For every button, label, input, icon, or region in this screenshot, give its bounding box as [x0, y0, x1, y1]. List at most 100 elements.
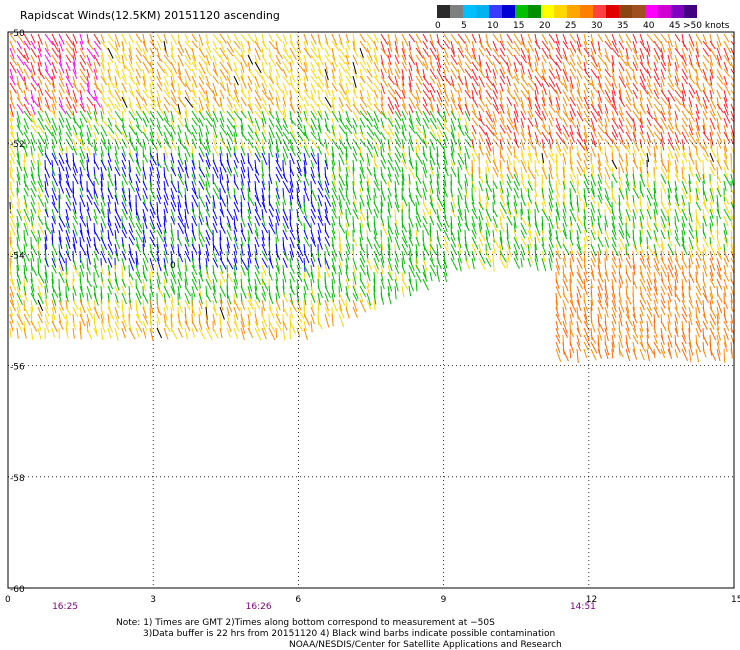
- wind-barb: [135, 40, 143, 53]
- wind-barb: [450, 229, 456, 241]
- wind-barb: [72, 131, 81, 143]
- wind-barb: [590, 166, 594, 177]
- wind-barb: [51, 257, 57, 268]
- wind-barb: [9, 145, 16, 158]
- wind-barb: [618, 124, 625, 133]
- wind-barb: [324, 285, 331, 298]
- wind-barb: [709, 320, 715, 330]
- wind-barb: [198, 75, 205, 85]
- wind-barb: [142, 180, 148, 191]
- wind-barb: [149, 96, 157, 108]
- wind-barb: [681, 138, 685, 151]
- wind-barb: [156, 194, 161, 205]
- wind-barb: [555, 159, 558, 169]
- wind-barb: [373, 236, 381, 249]
- wind-barb: [457, 257, 462, 272]
- wind-barb: [695, 166, 702, 180]
- wind-barb: [625, 306, 630, 319]
- wind-barb: [65, 327, 69, 339]
- wind-barb: [338, 61, 347, 74]
- wind-barb: [240, 117, 244, 131]
- wind-barb: [590, 292, 594, 307]
- wind-barb: [317, 285, 324, 298]
- wind-barb: [401, 145, 406, 158]
- wind-barb: [191, 173, 197, 186]
- wind-barb: [695, 103, 700, 114]
- wind-barb: [457, 96, 462, 110]
- wind-barb: [205, 187, 212, 199]
- wind-barb: [457, 117, 462, 130]
- wind-barb: [93, 320, 98, 334]
- wind-barb: [443, 222, 448, 233]
- wind-barb: [100, 250, 107, 264]
- wind-barb: [310, 250, 316, 263]
- wind-barb: [226, 187, 231, 199]
- legend-label: 5: [461, 21, 467, 31]
- wind-barb: [114, 75, 118, 86]
- wind-barb: [646, 61, 652, 71]
- wind-barb: [660, 61, 667, 72]
- wind-barb: [219, 68, 228, 81]
- wind-barb: [415, 89, 421, 103]
- legend-swatch: [502, 5, 515, 18]
- wind-barb: [527, 40, 535, 53]
- wind-barb: [254, 68, 264, 80]
- wind-barb: [226, 173, 230, 183]
- wind-barb: [450, 47, 456, 58]
- wind-barb: [86, 75, 90, 88]
- wind-barb: [555, 33, 560, 46]
- wind-barb: [723, 138, 728, 152]
- wind-barb: [646, 264, 651, 275]
- wind-barb: [268, 257, 274, 269]
- wind-barb: [184, 180, 189, 192]
- wind-barb: [58, 187, 61, 199]
- wind-barb: [436, 271, 440, 283]
- wind-barb: [618, 82, 622, 95]
- wind-barb: [310, 40, 317, 52]
- wind-barb: [121, 117, 125, 129]
- wind-barb: [205, 89, 209, 104]
- wind-barb: [541, 229, 545, 241]
- wind-barb: [562, 110, 572, 123]
- wind-barb: [23, 271, 28, 283]
- wind-barb: [366, 54, 373, 65]
- wind-barb: [492, 173, 495, 187]
- wind-barb: [198, 40, 201, 50]
- wind-barb: [37, 243, 41, 255]
- wind-barb: [695, 173, 701, 183]
- wind-barb: [191, 68, 197, 79]
- wind-barb: [275, 75, 279, 86]
- wind-barb: [548, 124, 552, 135]
- wind-barb: [632, 68, 636, 80]
- wind-barb: [233, 61, 238, 72]
- wind-barb: [611, 173, 618, 184]
- wind-barb: [597, 194, 603, 204]
- wind-barb: [170, 166, 177, 177]
- wind-barb: [275, 131, 283, 145]
- wind-barb: [296, 243, 304, 257]
- wind-barb: [492, 152, 496, 165]
- wind-barb: [219, 201, 224, 215]
- wind-barb: [618, 215, 624, 226]
- wind-barb: [590, 320, 596, 333]
- wind-barb: [520, 75, 529, 87]
- wind-barb: [429, 68, 437, 80]
- wind-barb: [37, 306, 43, 317]
- wind-barb: [639, 117, 644, 128]
- wind-barb: [79, 250, 82, 263]
- wind-barb: [380, 138, 385, 153]
- wind-barb: [660, 215, 666, 229]
- wind-barb: [562, 229, 568, 240]
- wind-barb: [583, 33, 588, 46]
- wind-barb: [695, 152, 702, 163]
- wind-barb: [198, 299, 203, 310]
- wind-barb: [261, 236, 265, 247]
- wind-barb: [548, 103, 556, 113]
- wind-barb: [317, 271, 320, 283]
- wind-barb: [317, 320, 323, 330]
- wind-barb: [597, 75, 602, 89]
- wind-barb: [156, 89, 162, 103]
- wind-barb: [660, 173, 667, 185]
- wind-barb: [688, 47, 693, 57]
- wind-barb: [128, 292, 132, 304]
